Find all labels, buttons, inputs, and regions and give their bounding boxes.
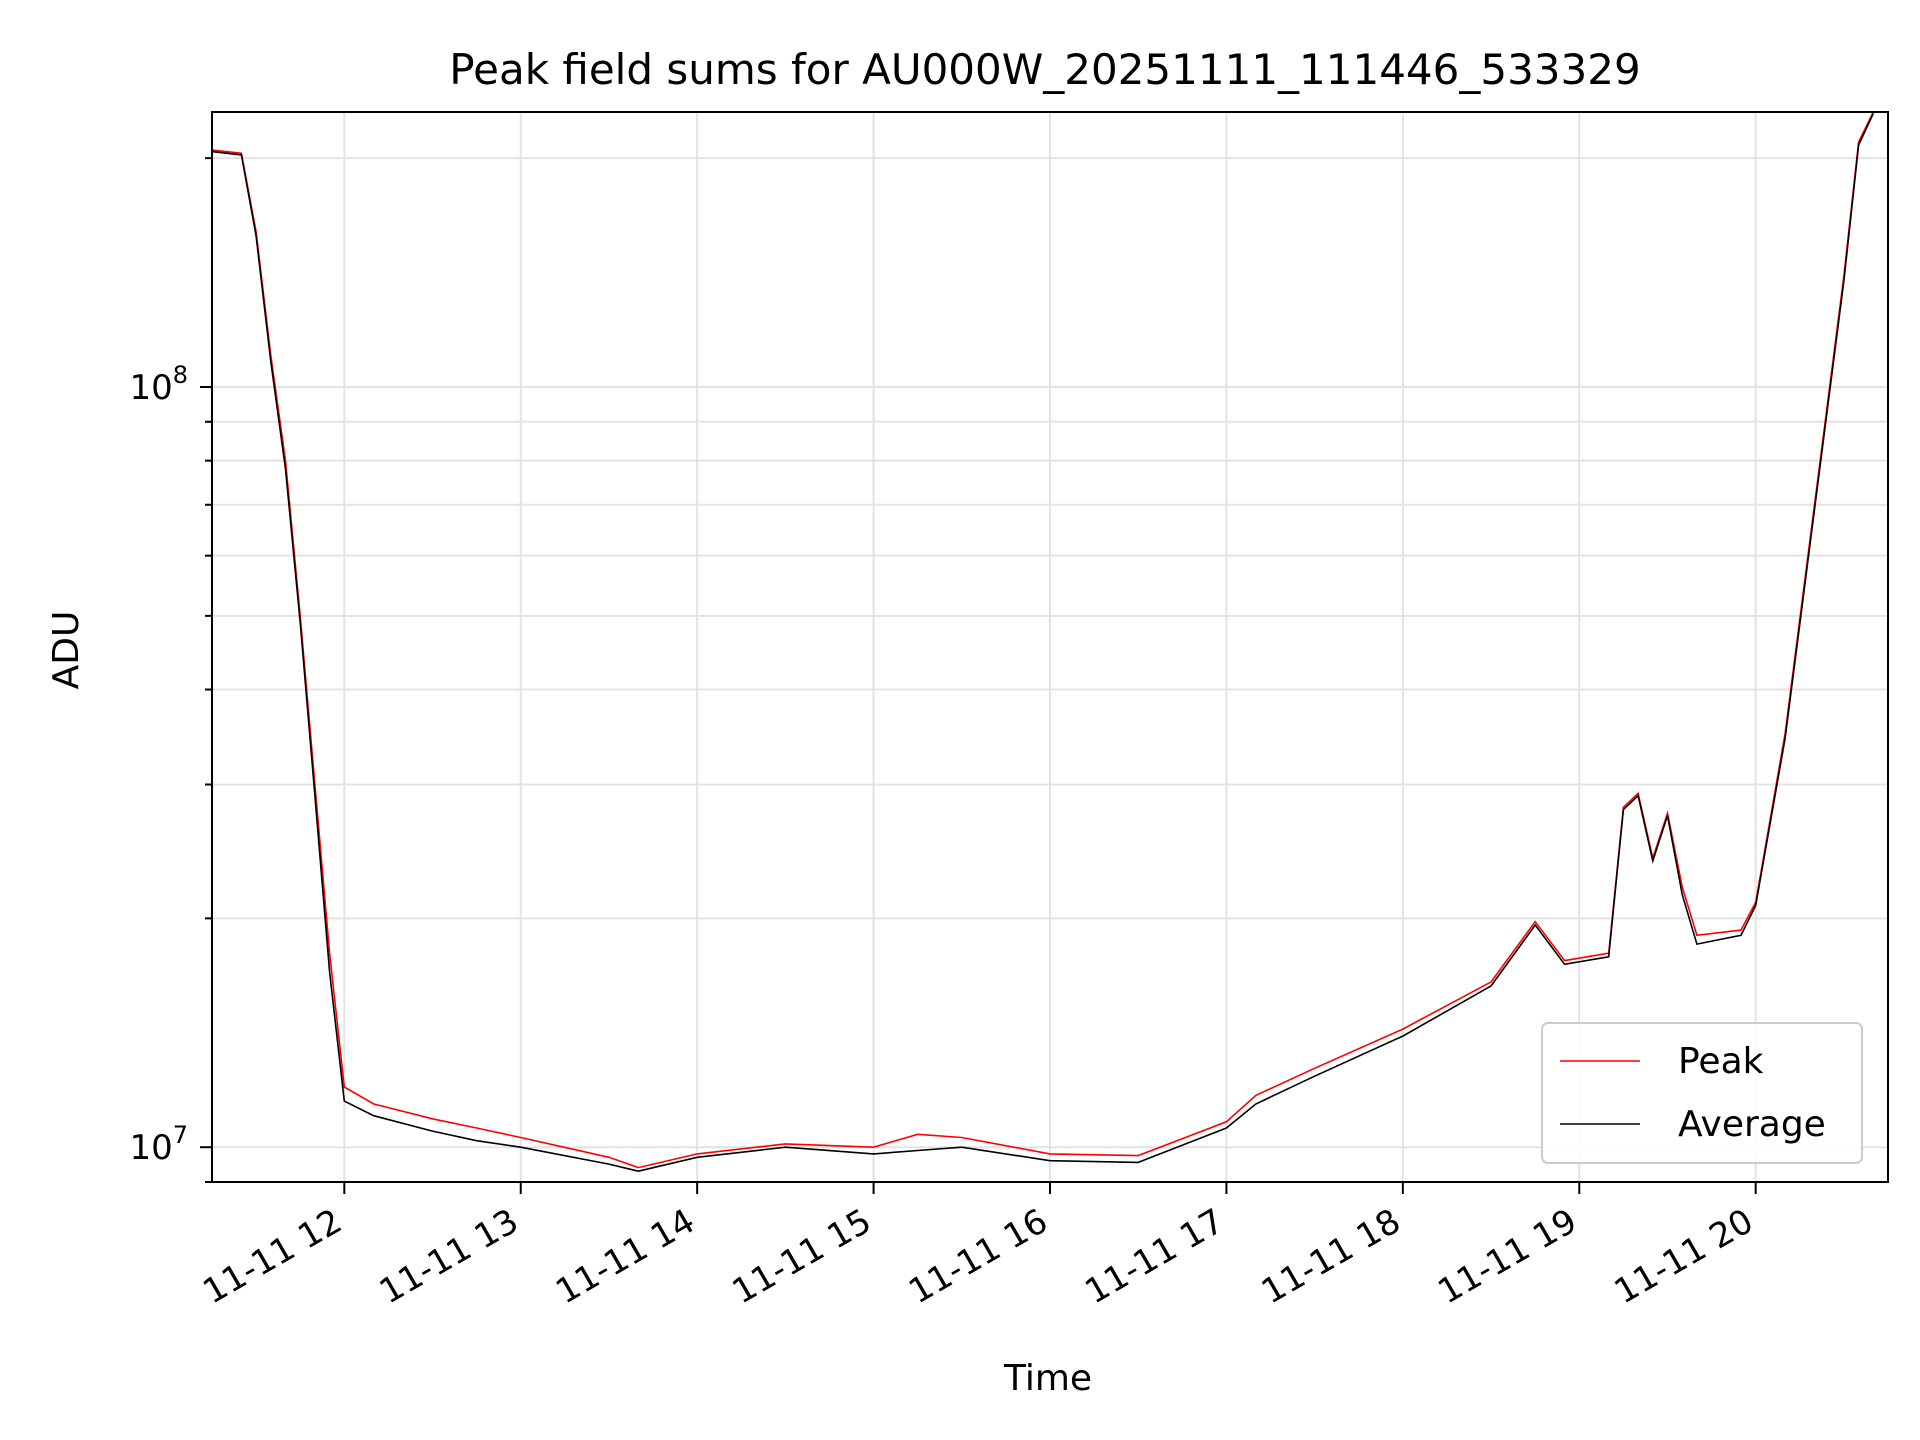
legend-box	[1541, 1022, 1863, 1164]
y-axis-label: ADU	[46, 611, 87, 690]
legend: Peak Average	[1541, 1022, 1863, 1164]
x-axis-label: Time	[1003, 1358, 1092, 1399]
series-line-average	[212, 113, 1875, 1173]
legend-label-peak: Peak	[1678, 1041, 1764, 1082]
y-tick-label: 108	[129, 361, 188, 408]
series-layer	[212, 112, 1875, 1173]
legend-label-average: Average	[1678, 1104, 1826, 1145]
series-line-peak	[212, 112, 1875, 1169]
chart-title: Peak field sums for AU000W_20251111_1114…	[449, 45, 1640, 94]
y-tick-label: 107	[129, 1121, 188, 1168]
